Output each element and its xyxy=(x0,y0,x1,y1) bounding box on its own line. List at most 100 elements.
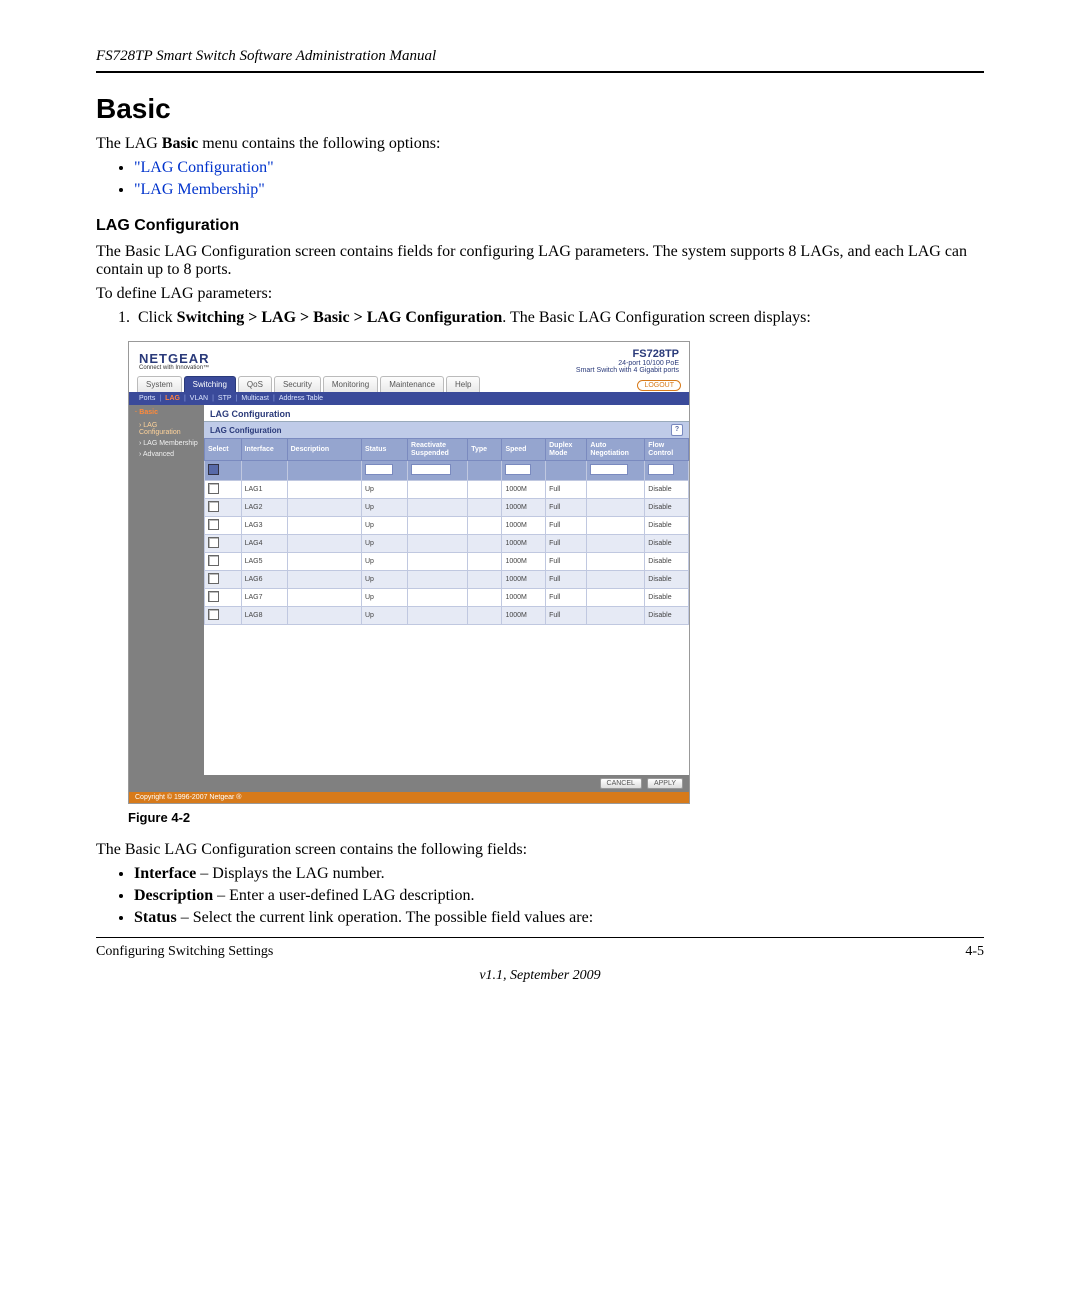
main-tab-help[interactable]: Help xyxy=(446,376,480,392)
row-checkbox[interactable] xyxy=(208,555,219,566)
cell-status: Up xyxy=(361,607,407,625)
cell-type xyxy=(468,607,502,625)
row-checkbox[interactable] xyxy=(208,537,219,548)
main-tab-qos[interactable]: QoS xyxy=(238,376,272,392)
sidebar-item-advanced[interactable]: › Advanced xyxy=(129,449,204,460)
cell-duplex-mode: Full xyxy=(546,517,587,535)
select-all-checkbox[interactable] xyxy=(208,464,219,475)
filter-cell[interactable] xyxy=(587,461,645,481)
model-name: FS728TP xyxy=(576,348,679,360)
cell-interface: LAG3 xyxy=(241,517,287,535)
cell-status: Up xyxy=(361,535,407,553)
table-row: LAG3Up1000MFullDisable xyxy=(205,517,689,535)
row-checkbox[interactable] xyxy=(208,573,219,584)
cell-type xyxy=(468,571,502,589)
col-status: Status xyxy=(361,439,407,461)
filter-select[interactable] xyxy=(648,464,674,475)
main-tab-security[interactable]: Security xyxy=(274,376,321,392)
sub-tab-vlan[interactable]: VLAN xyxy=(190,395,208,402)
col-interface: Interface xyxy=(241,439,287,461)
cell-reactivate-suspended xyxy=(408,553,468,571)
lag-table: SelectInterfaceDescriptionStatusReactiva… xyxy=(204,438,689,625)
sub-tab-ports[interactable]: Ports xyxy=(139,395,155,402)
link-lag-membership[interactable]: "LAG Membership" xyxy=(134,181,265,198)
field-description: Description – Enter a user-defined LAG d… xyxy=(134,887,984,905)
sidebar-item-lag-configuration[interactable]: › LAG Configuration xyxy=(129,420,204,438)
main-tab-maintenance[interactable]: Maintenance xyxy=(380,376,444,392)
desc-paragraph-3: The Basic LAG Configuration screen conta… xyxy=(96,841,984,859)
filter-cell[interactable] xyxy=(205,461,242,481)
cell-interface: LAG8 xyxy=(241,607,287,625)
filter-cell[interactable] xyxy=(408,461,468,481)
subsection-title: LAG Configuration xyxy=(96,217,984,235)
cell-flow-control: Disable xyxy=(645,499,689,517)
cell-flow-control: Disable xyxy=(645,571,689,589)
filter-cell[interactable] xyxy=(502,461,546,481)
cell-reactivate-suspended xyxy=(408,499,468,517)
main-tab-system[interactable]: System xyxy=(137,376,182,392)
cell-reactivate-suspended xyxy=(408,535,468,553)
filter-cell[interactable] xyxy=(241,461,287,481)
main-tab-monitoring[interactable]: Monitoring xyxy=(323,376,378,392)
cell-select xyxy=(205,589,242,607)
field-status-name: Status xyxy=(134,909,177,926)
desc-paragraph-1: The Basic LAG Configuration screen conta… xyxy=(96,243,984,279)
subtab-sep: | xyxy=(184,395,186,402)
footer-rule xyxy=(96,937,984,938)
cell-type xyxy=(468,589,502,607)
col-flow-control: Flow Control xyxy=(645,439,689,461)
apply-button[interactable]: APPLY xyxy=(647,778,683,789)
filter-select[interactable] xyxy=(590,464,628,475)
table-row: LAG2Up1000MFullDisable xyxy=(205,499,689,517)
footer-row: Configuring Switching Settings 4-5 xyxy=(96,944,984,960)
sub-tab-multicast[interactable]: Multicast xyxy=(241,395,269,402)
cell-description xyxy=(287,481,361,499)
cell-flow-control: Disable xyxy=(645,553,689,571)
sub-tab-stp[interactable]: STP xyxy=(218,395,232,402)
cell-duplex-mode: Full xyxy=(546,571,587,589)
col-reactivate-suspended: Reactivate Suspended xyxy=(408,439,468,461)
cancel-button[interactable]: CANCEL xyxy=(600,778,642,789)
cell-select xyxy=(205,553,242,571)
row-checkbox[interactable] xyxy=(208,501,219,512)
logout-button[interactable]: LOGOUT xyxy=(637,380,681,391)
intro-pre: The LAG xyxy=(96,135,162,152)
cell-select xyxy=(205,517,242,535)
cell-duplex-mode: Full xyxy=(546,589,587,607)
filter-cell[interactable] xyxy=(645,461,689,481)
cell-flow-control: Disable xyxy=(645,589,689,607)
link-lag-config[interactable]: "LAG Configuration" xyxy=(134,159,274,176)
filter-select[interactable] xyxy=(505,464,531,475)
sub-tab-lag[interactable]: LAG xyxy=(165,395,180,402)
filter-cell[interactable] xyxy=(287,461,361,481)
filter-cell[interactable] xyxy=(361,461,407,481)
row-checkbox[interactable] xyxy=(208,519,219,530)
field-interface-desc: – Displays the LAG number. xyxy=(196,865,384,882)
panel-help-icon[interactable]: ? xyxy=(671,424,683,436)
filter-cell[interactable] xyxy=(546,461,587,481)
filter-cell[interactable] xyxy=(468,461,502,481)
filter-select[interactable] xyxy=(411,464,451,475)
brand-tagline: Connect with Innovation™ xyxy=(139,365,210,371)
row-checkbox[interactable] xyxy=(208,591,219,602)
table-row: LAG5Up1000MFullDisable xyxy=(205,553,689,571)
field-interface: Interface – Displays the LAG number. xyxy=(134,865,984,883)
cell-auto-negotiation xyxy=(587,481,645,499)
cell-auto-negotiation xyxy=(587,607,645,625)
sidebar-item-lag-membership[interactable]: › LAG Membership xyxy=(129,438,204,449)
cell-description xyxy=(287,589,361,607)
main-tab-switching[interactable]: Switching xyxy=(184,376,236,392)
cell-speed: 1000M xyxy=(502,553,546,571)
cell-status: Up xyxy=(361,553,407,571)
cell-description xyxy=(287,499,361,517)
cell-status: Up xyxy=(361,589,407,607)
filter-select[interactable] xyxy=(365,464,393,475)
row-checkbox[interactable] xyxy=(208,483,219,494)
footer-bar: CANCEL APPLY xyxy=(129,775,689,792)
sidebar: · Basic › LAG Configuration› LAG Members… xyxy=(129,405,204,775)
row-checkbox[interactable] xyxy=(208,609,219,620)
subtab-sep: | xyxy=(236,395,238,402)
cell-auto-negotiation xyxy=(587,535,645,553)
cell-auto-negotiation xyxy=(587,517,645,535)
sub-tab-address-table[interactable]: Address Table xyxy=(279,395,323,402)
